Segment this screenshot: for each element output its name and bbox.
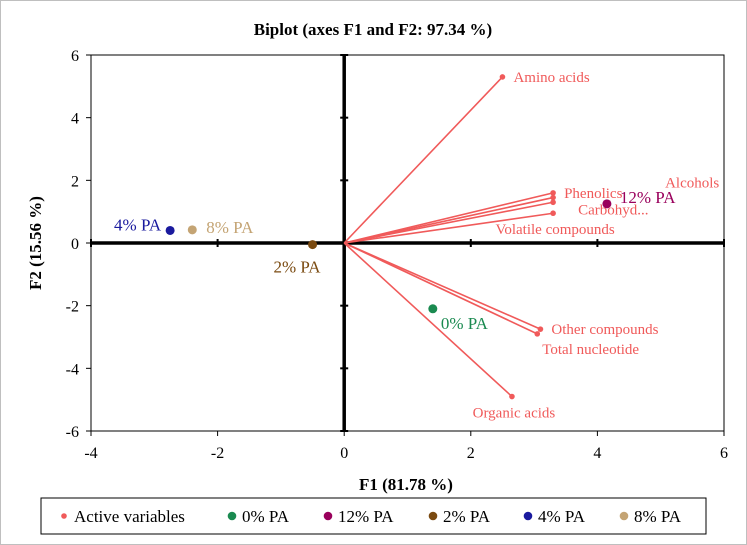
x-tick-label: -4	[84, 445, 97, 462]
legend-marker	[619, 511, 629, 521]
x-tick-label: 6	[720, 445, 728, 462]
y-tick-label: 4	[71, 111, 79, 128]
variable-label: Organic acids	[473, 406, 556, 422]
plot-area: -4 -2 0 2 4 6 -6 -4 -2 0 2 4 6 Amino acids Phenolics Al…	[66, 48, 728, 462]
variable-vector	[343, 242, 541, 330]
observation-label: 4% PA	[114, 215, 162, 234]
y-tick-label: -6	[66, 424, 79, 441]
variable-label: Carbohyd...	[578, 202, 648, 218]
y-tick-label: 0	[71, 236, 79, 253]
legend-marker	[428, 511, 438, 521]
y-tick-label: -2	[66, 299, 79, 316]
variable-vector	[343, 242, 513, 398]
variable-label: Alcohols	[665, 176, 719, 192]
variable-point	[534, 331, 541, 337]
observation-label: 0% PA	[441, 314, 489, 333]
legend-label: Active variables	[74, 507, 185, 526]
observation-point	[165, 225, 175, 235]
legend-box	[40, 497, 707, 535]
observation-point	[428, 304, 438, 314]
variable-point	[550, 210, 556, 217]
variable-label: Amino acids	[513, 70, 589, 86]
legend-marker	[323, 511, 333, 521]
legend: Active variables 0% PA 12% PA 2% PA 4% PA 8% …	[40, 497, 707, 535]
y-tick-label: 2	[71, 173, 79, 190]
x-tick-label: -2	[211, 445, 224, 462]
chart-title: Biplot (axes F1 and F2: 97.34 %)	[254, 20, 492, 39]
variable-label: Total nucleotide	[542, 342, 639, 358]
legend-label: 0% PA	[242, 507, 290, 526]
observation-point	[602, 199, 612, 209]
variable-point	[509, 393, 515, 400]
variable-vector	[343, 76, 504, 244]
variable-label: Other compounds	[551, 322, 658, 338]
legend-label: 4% PA	[538, 507, 586, 526]
variable-label: Phenolics	[564, 186, 622, 202]
variable-point	[550, 190, 556, 196]
x-tick-label: 0	[340, 445, 348, 462]
y-tick-label: 6	[71, 48, 79, 65]
legend-marker	[523, 511, 533, 521]
observation-label: 2% PA	[273, 258, 321, 277]
observation-label: 8% PA	[206, 218, 254, 237]
variable-vector	[344, 201, 554, 244]
observation-point	[308, 240, 318, 250]
observation-point	[187, 225, 197, 235]
variable-vector	[343, 242, 538, 335]
y-axis-label: F2 (15.56 %)	[26, 196, 45, 290]
variable-point	[550, 199, 556, 206]
legend-marker	[61, 513, 67, 519]
legend-label: 8% PA	[634, 507, 682, 526]
legend-marker	[227, 511, 237, 521]
x-axis-label: F1 (81.78 %)	[359, 475, 453, 494]
x-tick-label: 2	[467, 445, 475, 462]
variable-vector	[344, 212, 554, 244]
y-tick-label: -4	[66, 361, 79, 378]
observation-label: 12% PA	[620, 188, 676, 207]
variable-label: Volatile compounds	[495, 222, 614, 238]
variable-point	[537, 326, 544, 332]
variable-point	[499, 74, 506, 80]
legend-label: 12% PA	[338, 507, 394, 526]
legend-label: 2% PA	[443, 507, 491, 526]
x-tick-label: 4	[593, 445, 601, 462]
variable-point	[550, 194, 556, 201]
